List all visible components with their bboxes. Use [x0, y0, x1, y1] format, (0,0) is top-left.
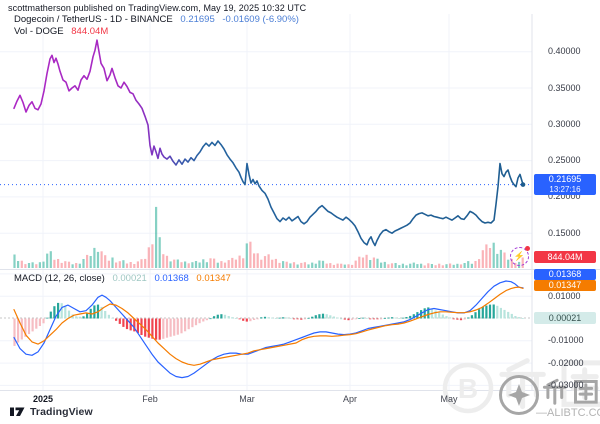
volume-badge: 844.04M — [534, 251, 596, 263]
countdown-timer: 13:27:16 — [549, 185, 581, 194]
notification-dot — [525, 246, 530, 251]
price-axis-label: 0.20000 — [548, 191, 581, 202]
tradingview-logo-icon — [10, 407, 25, 416]
price-axis-label: 0.35000 — [548, 82, 581, 93]
tradingview-attribution[interactable]: TradingView — [10, 405, 93, 418]
symbol-legend: Dogecoin / TetherUS - 1D - BINANCE 0.216… — [14, 14, 304, 25]
histogram-value-badge: 0.00021 — [534, 312, 596, 324]
last-price-badge: 0.21695 13:27:16 — [534, 174, 596, 195]
last-price-value: 0.21695 — [180, 14, 215, 25]
time-axis-label: Mar — [239, 394, 255, 404]
volume-legend: Vol - DOGE 844.04M — [14, 26, 113, 37]
last-price-badge-value: 0.21695 — [548, 174, 582, 184]
flash-icon: ⚡ — [513, 251, 526, 261]
signal-value-badge: 0.01347 — [534, 280, 596, 291]
watermark-site-url: —ALIBTC.COM— — [536, 407, 600, 419]
macd-axis-label: -0.02000 — [548, 357, 584, 368]
time-axis-label: Apr — [342, 394, 358, 404]
price-axis-label: 0.25000 — [548, 155, 581, 166]
macd-axis-label: -0.01000 — [548, 335, 584, 346]
macd-axis-label: -0.03000 — [548, 379, 584, 390]
tradingview-brand: TradingView — [30, 405, 93, 418]
price-change-value: -0.01609 (-6.90%) — [222, 14, 299, 25]
time-axis-label: 2025 — [32, 394, 54, 404]
flash-button[interactable]: ⚡ — [510, 246, 530, 266]
macd-value-badge: 0.01368 — [534, 269, 596, 280]
time-axis-label: May — [440, 394, 458, 404]
attribution-header: scottmatherson published on TradingView.… — [8, 3, 307, 13]
macd-legend: MACD (12, 26, close) 0.00021 0.01368 0.0… — [14, 273, 236, 284]
volume-label[interactable]: Vol - DOGE — [14, 26, 64, 37]
volume-value: 844.04M — [71, 26, 109, 37]
price-axis-label: 0.40000 — [548, 46, 581, 57]
macd-axis-label: 0.01000 — [548, 290, 581, 301]
time-axis-label: Feb — [142, 394, 158, 404]
symbol-title[interactable]: Dogecoin / TetherUS - 1D - BINANCE — [14, 14, 173, 25]
price-axis-label: 0.30000 — [548, 118, 581, 129]
macd-title[interactable]: MACD (12, 26, close) — [14, 273, 105, 284]
macd-line-value: 0.01368 — [154, 273, 189, 284]
price-axis-label: 0.15000 — [548, 227, 581, 238]
macd-signal-value: 0.01347 — [196, 273, 231, 284]
macd-hist-value: 0.00021 — [112, 273, 147, 284]
